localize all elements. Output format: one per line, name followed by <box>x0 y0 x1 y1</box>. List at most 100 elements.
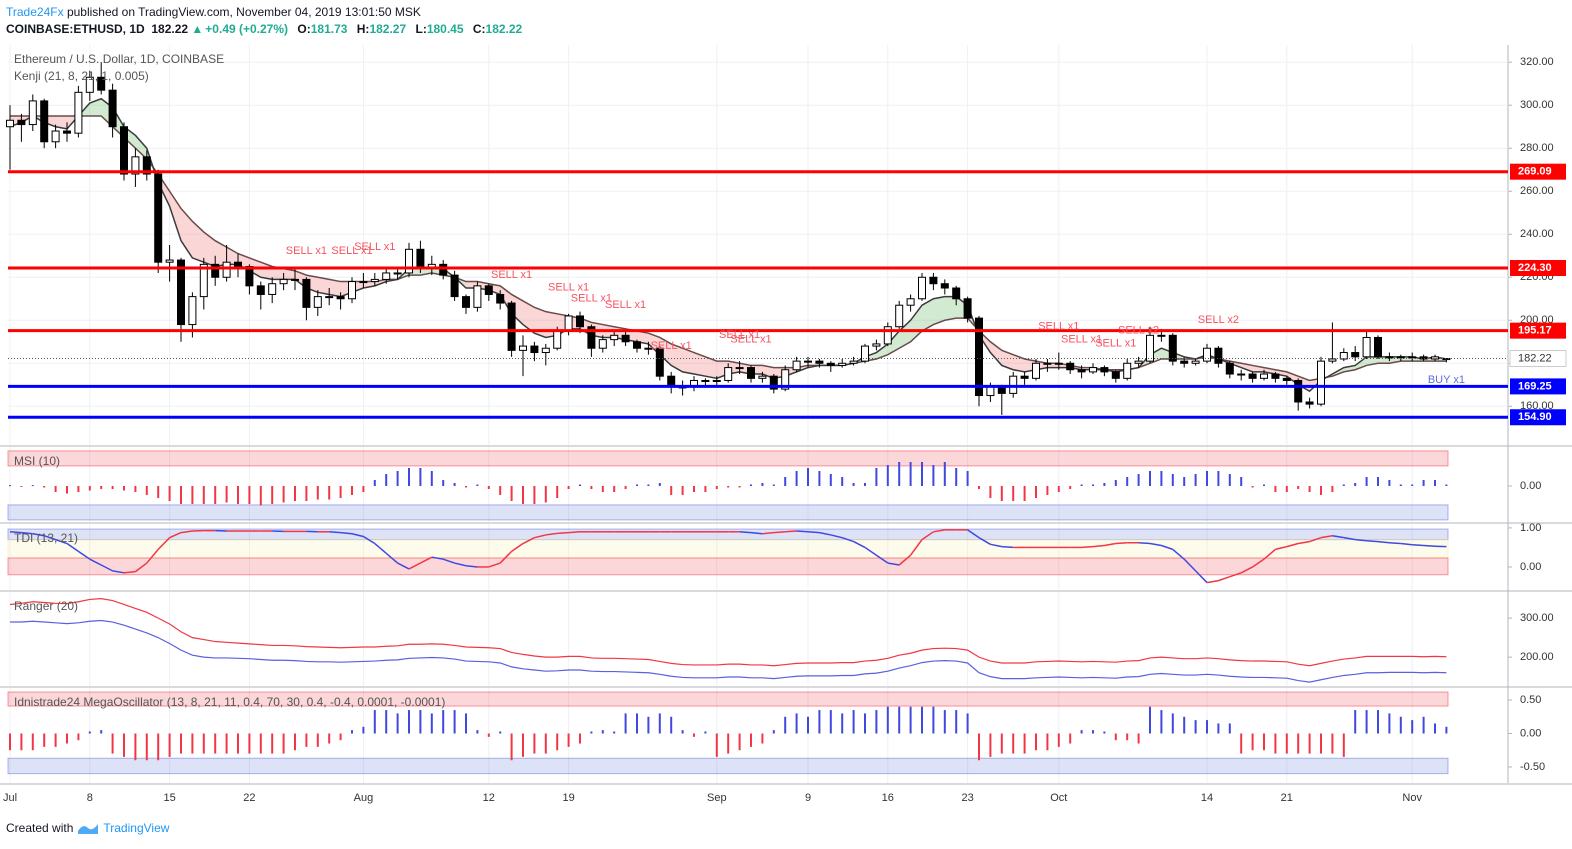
indicator-segment <box>1263 548 1276 560</box>
kenji-cloud <box>899 320 911 349</box>
histogram-bar <box>852 710 855 734</box>
histogram-bar <box>1297 486 1300 489</box>
histogram-bar <box>9 733 11 751</box>
panel-title: TDI (13, 21) <box>14 531 78 545</box>
histogram-bar <box>54 733 57 747</box>
histogram-bar <box>1331 486 1334 492</box>
histogram-bar <box>1046 486 1049 495</box>
kenji-cloud <box>682 348 694 375</box>
candle-body <box>1032 362 1040 379</box>
histogram-bar <box>362 726 365 734</box>
candle-body <box>644 347 653 350</box>
candle-body <box>895 304 904 328</box>
histogram-bar <box>1080 730 1083 734</box>
y-tick-label: 1.00 <box>1520 522 1541 534</box>
histogram-bar <box>100 730 103 734</box>
histogram-bar <box>556 486 559 498</box>
histogram-bar <box>1206 471 1208 486</box>
histogram-bar <box>1411 484 1414 486</box>
candle-body <box>1020 375 1029 379</box>
buy-signal: BUY x1 <box>1428 374 1465 386</box>
histogram-bar <box>1377 710 1379 734</box>
kenji-cloud <box>523 300 535 334</box>
candle-body <box>17 119 26 126</box>
histogram-bar <box>100 486 103 489</box>
histogram-bar <box>864 713 866 734</box>
candle-body <box>655 347 664 377</box>
histogram-bar <box>943 710 946 734</box>
candle-body <box>291 278 299 281</box>
indicator-segment <box>112 570 125 574</box>
kenji-cloud <box>933 296 945 325</box>
histogram-bar <box>807 716 809 734</box>
x-tick-label: Jul <box>3 792 17 804</box>
indicator-segment <box>420 556 433 564</box>
histogram-bar <box>795 471 798 486</box>
indicator-segment <box>465 565 478 568</box>
candle-body <box>1214 347 1223 364</box>
sell-signal: SELL x1 <box>331 245 372 257</box>
histogram-bar <box>1445 726 1448 734</box>
candle-body <box>1225 362 1234 375</box>
histogram-bar <box>9 485 11 487</box>
level-label-box <box>1510 322 1566 339</box>
histogram-bar <box>1445 484 1448 486</box>
histogram-bar <box>248 733 251 754</box>
histogram-bar <box>487 733 490 737</box>
histogram-bar <box>145 486 148 495</box>
histogram-bar <box>989 486 992 498</box>
last-price-box <box>1509 350 1567 368</box>
histogram-bar <box>989 733 992 757</box>
candle-body <box>1043 362 1052 365</box>
indicator-segment <box>1001 545 1014 549</box>
histogram-bar <box>1399 484 1402 486</box>
indicator-segment <box>329 531 341 534</box>
histogram-bar <box>316 486 319 500</box>
histogram-bar <box>1103 731 1106 734</box>
histogram-bar <box>191 486 194 504</box>
histogram-bar <box>1057 733 1060 747</box>
candle-body <box>940 283 949 289</box>
arrow: ▲ <box>191 22 204 36</box>
histogram-bar <box>1069 486 1072 489</box>
x-tick-label: 16 <box>882 792 894 804</box>
candle-body <box>1100 367 1109 373</box>
histogram-bar <box>294 733 296 751</box>
candle-body <box>28 100 37 126</box>
histogram-bar <box>157 733 160 761</box>
author[interactable]: Trade24Fx <box>6 5 64 19</box>
histogram-bar <box>1240 477 1243 486</box>
chart: Jul81522Aug1219Sep91623Oct1421Nov160.001… <box>0 45 1572 804</box>
histogram-bar <box>1103 483 1106 486</box>
y-tick-label: 320.00 <box>1520 56 1554 68</box>
histogram-bar <box>738 733 741 751</box>
kenji-cloud <box>135 135 147 159</box>
histogram-bar <box>134 733 137 761</box>
candle-body <box>222 261 231 278</box>
histogram-bar <box>1365 710 1368 734</box>
sell-signal: SELL x1 <box>730 333 771 345</box>
indicator-segment <box>864 546 877 556</box>
candle-body <box>1180 360 1189 364</box>
histogram-bar <box>442 480 445 486</box>
candle-body <box>1077 369 1086 373</box>
histogram-bar <box>66 486 68 494</box>
histogram-bar <box>1331 733 1334 754</box>
candle-body <box>530 345 539 354</box>
indicator-segment <box>100 564 113 572</box>
indicator-line <box>10 619 1447 683</box>
histogram-bar <box>613 731 616 734</box>
indicator-segment <box>340 531 353 535</box>
candle-body <box>792 360 801 371</box>
indicator-segment <box>1275 545 1287 551</box>
indicator-segment <box>1377 540 1390 544</box>
histogram-bar <box>567 486 570 489</box>
brand[interactable]: TradingView <box>103 821 170 835</box>
histogram-bar <box>499 731 502 734</box>
indicator-segment <box>123 570 136 574</box>
candle-body <box>165 259 174 263</box>
histogram-bar <box>670 486 673 495</box>
indicator-segment <box>1092 544 1105 548</box>
sell-signal: SELL x1 <box>1038 320 1079 332</box>
histogram-bar <box>522 733 524 757</box>
